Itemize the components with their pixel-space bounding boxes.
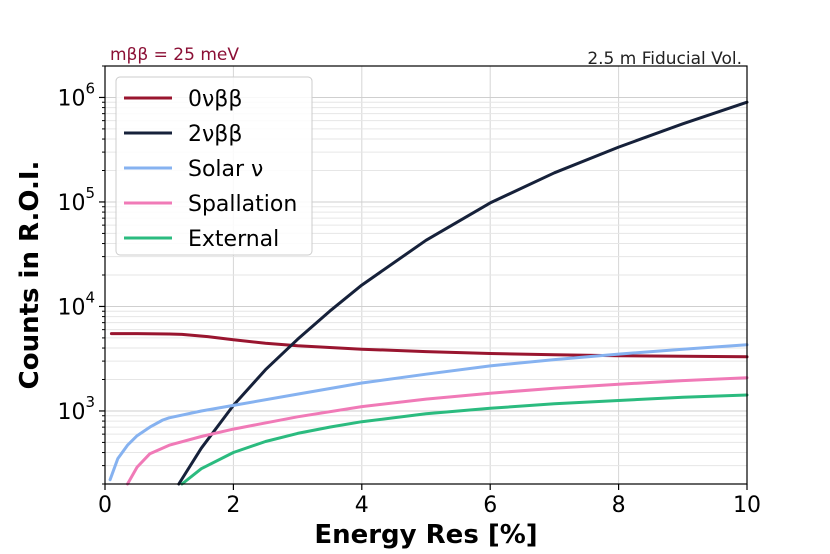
x-tick-label: 0 xyxy=(98,493,112,518)
series-line xyxy=(180,393,749,486)
legend-label: 0νββ xyxy=(188,87,242,112)
x-tick-label: 8 xyxy=(612,493,626,518)
x-axis-title: Energy Res [%] xyxy=(314,520,537,550)
legend-label: Solar ν xyxy=(188,157,263,182)
y-ticks: 103 104 105 106 xyxy=(57,65,105,485)
legend-label: External xyxy=(188,227,279,252)
x-tick-label: 4 xyxy=(355,493,369,518)
y-tick-label: 103 xyxy=(57,393,95,425)
x-ticks: 0 2 4 6 8 10 xyxy=(98,484,761,518)
y-tick-label: 105 xyxy=(57,184,95,216)
x-tick-label: 2 xyxy=(226,493,240,518)
legend: 0νββ 2νββ Solar ν Spallation External xyxy=(115,76,313,256)
x-tick-label: 10 xyxy=(733,493,761,518)
annotation-mass: mββ = 25 meV xyxy=(110,45,239,65)
legend-label: Spallation xyxy=(188,192,297,217)
legend-box xyxy=(115,76,313,256)
y-tick-label: 106 xyxy=(57,79,95,111)
y-axis-title: Counts in R.O.I. xyxy=(15,161,45,390)
annotation-fiducial-volume: 2.5 m Fiducial Vol. xyxy=(587,49,742,69)
series-line xyxy=(126,376,749,486)
legend-label: 2νββ xyxy=(188,122,242,147)
x-tick-label: 6 xyxy=(483,493,497,518)
series-line xyxy=(108,343,749,482)
series-lines xyxy=(108,100,749,486)
y-tick-label: 104 xyxy=(57,288,95,320)
